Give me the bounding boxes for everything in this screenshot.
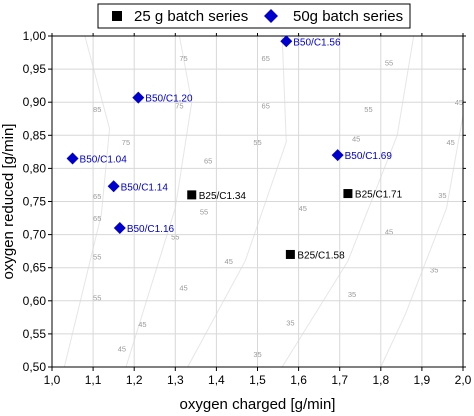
x-tick-label: 1,9 <box>414 373 431 387</box>
y-tick-label: 0,85 <box>23 128 47 142</box>
contour-label: 85 <box>93 105 101 114</box>
contour-label: 55 <box>93 293 101 302</box>
point-marker-50g <box>331 149 344 162</box>
legend-marker-50g <box>264 9 278 23</box>
point-label-25g: B25/C1.71 <box>355 190 403 201</box>
x-tick-label: 1,8 <box>372 373 389 387</box>
x-tick-label: 1,7 <box>331 373 348 387</box>
contour-label: 35 <box>438 191 446 200</box>
contour-label: 35 <box>430 266 438 275</box>
contour-line <box>380 115 464 368</box>
point-label-50g: B50/C1.69 <box>345 151 393 162</box>
point-marker-25g <box>343 189 353 199</box>
y-tick-label: 0,75 <box>23 195 47 209</box>
point-marker-50g <box>132 91 145 104</box>
contour-label: 45 <box>352 135 360 144</box>
contour-label: 75 <box>122 138 130 147</box>
point-label-25g: B25/C1.34 <box>199 191 247 202</box>
contour-label: 65 <box>93 192 101 201</box>
point-label-50g: B50/C1.56 <box>293 37 341 48</box>
contour-label: 35 <box>286 319 294 328</box>
point-marker-25g <box>285 249 295 259</box>
contour-label: 35 <box>348 290 356 299</box>
legend-label-50g: 50g batch series <box>293 8 403 25</box>
legend-label-25g: 25 g batch series <box>134 8 248 25</box>
contour-label: 65 <box>204 156 212 165</box>
x-tick-label: 1,0 <box>44 373 61 387</box>
contour-label: 55 <box>385 58 393 67</box>
point-marker-50g <box>107 180 120 193</box>
point-label-50g: B50/C1.14 <box>121 182 169 193</box>
contour-label: 75 <box>179 54 187 63</box>
legend-box <box>97 3 411 29</box>
point-marker-50g <box>280 35 293 48</box>
point-marker-25g <box>187 190 197 200</box>
contour-label: 45 <box>299 204 307 213</box>
contour-label: 45 <box>179 284 187 293</box>
y-axis-title: oxygen reduced [g/min] <box>0 124 17 280</box>
x-tick-label: 1,2 <box>126 373 143 387</box>
point-marker-50g <box>66 152 79 165</box>
point-label-50g: B50/C1.16 <box>127 224 175 235</box>
x-tick-label: 1,5 <box>249 373 266 387</box>
contour-label: 75 <box>175 102 183 111</box>
y-tick-label: 0,50 <box>23 360 47 374</box>
y-tick-label: 0,60 <box>23 294 47 308</box>
points-layer: B25/C1.34 B25/C1.58 B25/C1.71 B50/C1.04 B50/… <box>66 35 403 261</box>
contour-label: 45 <box>225 257 233 266</box>
contour-label: 55 <box>200 207 208 216</box>
contour-label: 45 <box>446 138 454 147</box>
point-label-25g: B25/C1.58 <box>297 250 345 261</box>
contour-label: 45 <box>385 227 393 236</box>
y-tick-label: 0,80 <box>23 161 47 175</box>
x-tick-label: 1,3 <box>167 373 184 387</box>
point-label-50g: B50/C1.20 <box>145 94 193 105</box>
y-tick-label: 0,70 <box>23 228 47 242</box>
y-tick-label: 0,55 <box>23 327 47 341</box>
contour-label: 65 <box>262 102 270 111</box>
contour-label: 45 <box>118 344 126 353</box>
x-tick-label: 2,0 <box>455 373 472 387</box>
axis-layer: 1,0 1,1 1,2 1,3 1,4 1,5 1,6 1,7 1,8 1,9 2,0 0,50 0,5… <box>23 29 472 387</box>
point-label-50g: B50/C1.04 <box>80 154 128 165</box>
point-marker-50g <box>113 221 126 234</box>
y-tick-label: 0,95 <box>23 62 47 76</box>
y-tick-label: 1,00 <box>23 29 47 43</box>
contour-line <box>63 35 111 368</box>
x-axis-title: oxygen charged [g/min] <box>180 396 336 413</box>
x-tick-label: 1,6 <box>290 373 307 387</box>
contour-label: 65 <box>93 214 101 223</box>
y-tick-label: 0,65 <box>23 261 47 275</box>
x-tick-label: 1,4 <box>208 373 225 387</box>
contour-line <box>281 35 415 368</box>
y-tick-label: 0,90 <box>23 95 47 109</box>
contour-label: 65 <box>262 54 270 63</box>
grid-layer <box>52 36 463 367</box>
legend-marker-25g <box>112 11 122 21</box>
contour-label: 45 <box>138 320 146 329</box>
legend: 25 g batch series 50g batch series <box>97 3 411 29</box>
x-tick-label: 1,1 <box>85 373 102 387</box>
contour-label: 55 <box>93 252 101 261</box>
contour-label: 55 <box>364 105 372 114</box>
